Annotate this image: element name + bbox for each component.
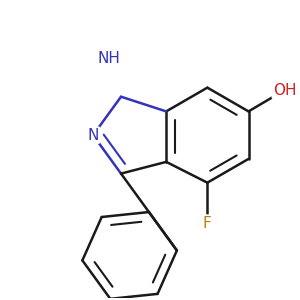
Text: N: N — [87, 128, 99, 143]
Text: OH: OH — [273, 83, 296, 98]
Text: NH: NH — [97, 51, 120, 66]
Text: F: F — [203, 216, 212, 231]
